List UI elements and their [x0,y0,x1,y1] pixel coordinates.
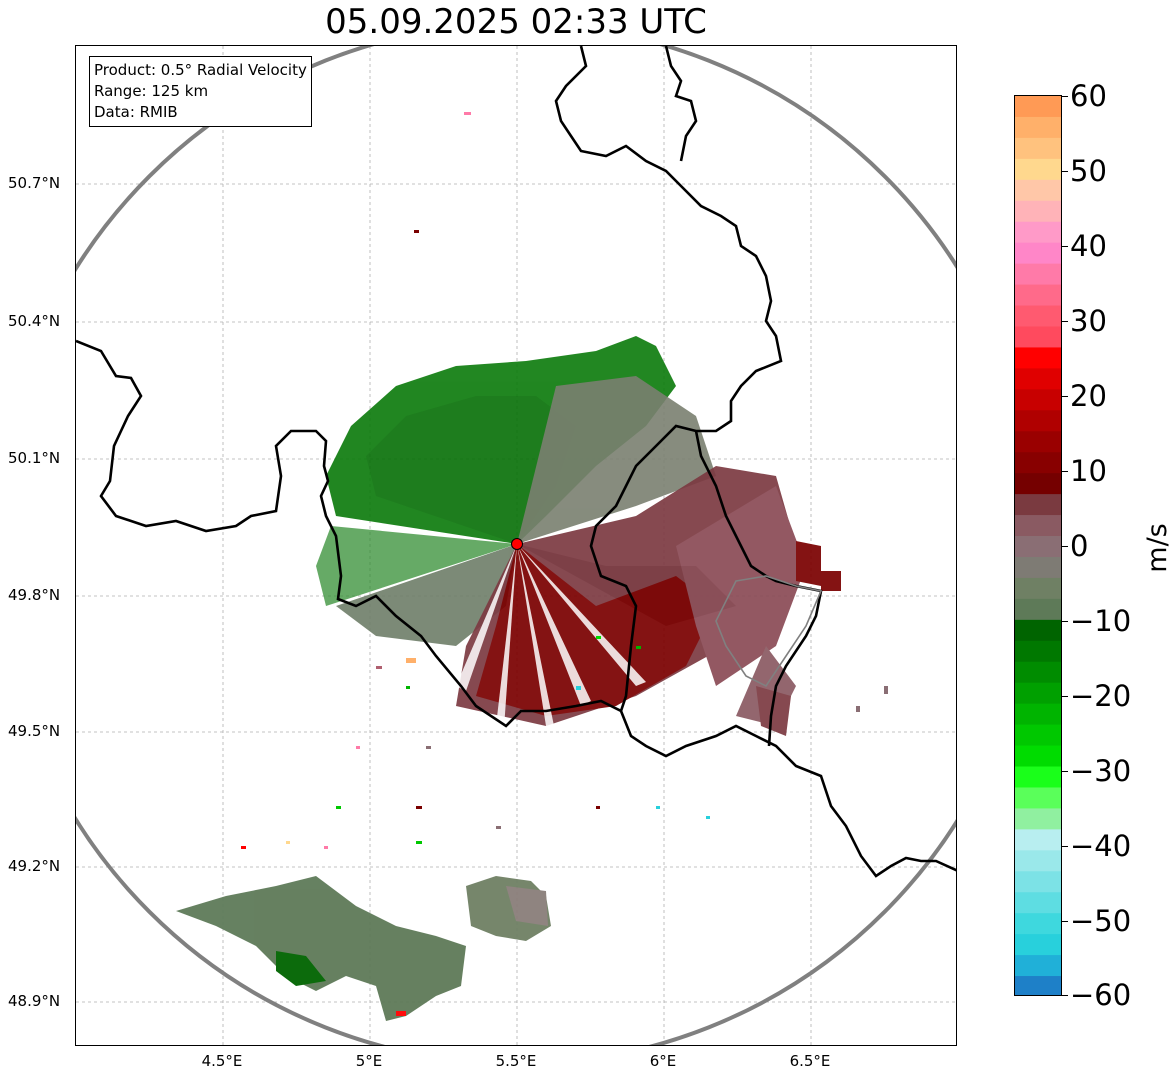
echo-south [176,876,551,1021]
colorbar-swatch [1015,619,1061,642]
y-tick-label: 49.8°N [8,586,61,604]
colorbar-swatch [1015,871,1061,893]
y-tick-label: 50.1°N [8,449,61,467]
y-tick-label: 49.5°N [8,722,61,740]
colorbar-tick: 30 [1070,304,1107,338]
colorbar-swatch [1015,661,1061,684]
colorbar-swatch [1015,263,1061,286]
colorbar [1014,95,1062,996]
colorbar-tick: −10 [1070,604,1132,638]
colorbar-swatch [1015,724,1061,747]
luxembourg-outline [715,575,823,688]
colorbar-swatch [1015,242,1061,265]
y-tick-label: 48.9°N [8,992,61,1010]
colorbar-swatch [1015,96,1061,118]
radar-site-marker [511,538,523,550]
info-box: Product: 0.5° Radial Velocity Range: 125… [89,56,312,127]
colorbar-swatch [1015,452,1061,474]
colorbar-swatch [1015,976,1061,995]
colorbar-swatch [1015,116,1061,139]
colorbar-swatch [1015,347,1061,369]
colorbar-swatch [1015,305,1061,328]
x-tick-label: 4.5°E [201,1052,243,1070]
colorbar-swatch [1015,829,1061,851]
colorbar-swatch [1015,221,1061,244]
colorbar-tick: −40 [1070,829,1132,863]
colorbar-tick: 60 [1070,79,1107,113]
colorbar-swatch [1015,598,1061,621]
colorbar-tick: 40 [1070,229,1107,263]
colorbar-tick: −20 [1070,679,1132,713]
colorbar-swatch [1015,850,1061,872]
colorbar-swatch [1015,682,1061,705]
x-tick-label: 6.5°E [789,1052,831,1070]
colorbar-swatch [1015,200,1061,223]
colorbar-swatch [1015,556,1061,579]
colorbar-swatch [1015,410,1061,432]
radar-map[interactable] [75,45,957,1046]
colorbar-tick: −30 [1070,754,1132,788]
radial-gaps [456,544,646,728]
colorbar-tick: −60 [1070,978,1132,1012]
echo-scatter [241,112,888,849]
colorbar-swatch [1015,955,1061,977]
colorbar-swatch [1015,745,1061,768]
y-tick-label: 50.4°N [8,312,61,330]
colorbar-swatch [1015,284,1061,307]
colorbar-swatch [1015,389,1061,411]
colorbar-swatch [1015,515,1061,537]
colorbar-tick: 0 [1070,529,1089,563]
colorbar-tick: 10 [1070,454,1107,488]
info-product: Product: 0.5° Radial Velocity [94,61,307,79]
y-tick-label: 49.2°N [8,857,61,875]
colorbar-swatch [1015,536,1061,558]
x-tick-label: 5°E [355,1052,383,1070]
x-tick-label: 5.5°E [495,1052,537,1070]
colorbar-label: m/s [1142,523,1171,573]
colorbar-swatch [1015,179,1061,202]
colorbar-swatch [1015,577,1061,600]
colorbar-swatch [1015,934,1061,956]
info-range: Range: 125 km [94,82,209,100]
colorbar-swatch [1015,473,1061,495]
colorbar-tick: −50 [1070,904,1132,938]
colorbar-swatch [1015,158,1061,181]
colorbar-swatch [1015,703,1061,726]
colorbar-swatch [1015,892,1061,914]
colorbar-swatch [1015,808,1061,830]
colorbar-swatch [1015,431,1061,453]
colorbar-swatch [1015,137,1061,160]
colorbar-tick: 50 [1070,154,1107,188]
y-tick-label: 50.7°N [8,174,61,192]
colorbar-swatch [1015,494,1061,516]
colorbar-swatch [1015,640,1061,663]
colorbar-swatch [1015,368,1061,390]
colorbar-swatch [1015,913,1061,935]
chart-title: 05.09.2025 02:33 UTC [325,2,707,42]
colorbar-tick: 20 [1070,379,1107,413]
info-source: Data: RMIB [94,103,178,121]
colorbar-swatch [1015,766,1061,789]
colorbar-swatch [1015,787,1061,810]
colorbar-swatch [1015,326,1061,349]
x-tick-label: 6°E [649,1052,677,1070]
